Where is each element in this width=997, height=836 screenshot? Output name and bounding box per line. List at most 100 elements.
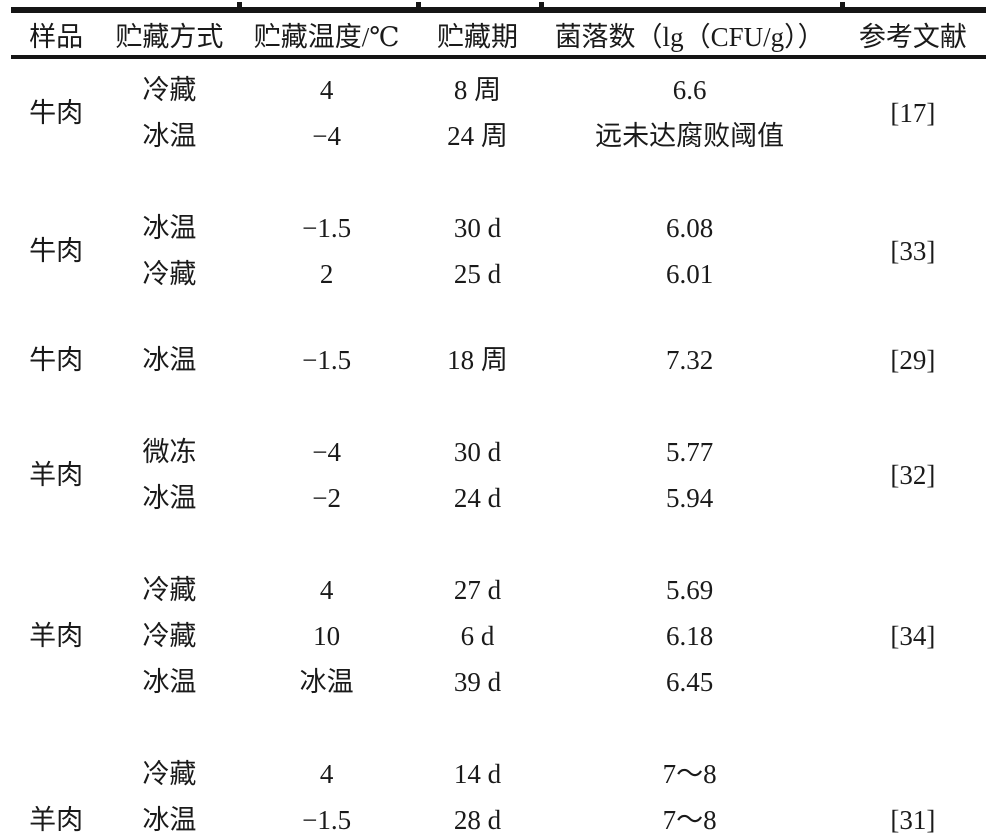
period-cell: 18 周 [447, 344, 508, 375]
temperature-cell: 2 [319, 258, 334, 289]
column-divider-tick [237, 2, 243, 7]
table-row: 冷藏 2 25 d 6.01 [11, 251, 986, 297]
period-cell: 14 d [453, 758, 502, 789]
temperature-cell: 10 [313, 620, 341, 651]
col-header-count: 菌落数（lg（CFU/g）） [539, 13, 840, 59]
temperature-cell: 4 [319, 74, 334, 105]
method-cell: 冰温 [142, 120, 197, 151]
period-cell: 25 d [453, 258, 502, 289]
group-spacer [11, 383, 986, 429]
reference-cell: [17] [890, 97, 936, 128]
count-cell: 5.94 [665, 482, 714, 513]
temperature-cell: −1.5 [302, 804, 352, 835]
table-header: 样品 贮藏方式 贮藏温度/℃ 贮藏期 菌落数（lg（CFU/g）） 参考文献 [11, 13, 986, 59]
col-header-period: 贮藏期 [415, 13, 540, 59]
period-cell: 30 d [453, 212, 502, 243]
sample-cell: 牛肉 [29, 235, 84, 266]
spacer-cell [11, 159, 986, 205]
temperature-cell: 冰温 [299, 666, 354, 697]
table-row: 冰温 −2 24 d 5.94 [11, 475, 986, 521]
count-cell: 5.69 [665, 574, 714, 605]
group-spacer [11, 57, 986, 67]
sample-cell: 羊肉 [29, 804, 84, 835]
col-header-reference: 参考文献 [839, 13, 986, 59]
table-row: 冷藏 10 6 d 6.18 [11, 613, 986, 659]
period-cell: 24 d [453, 482, 502, 513]
period-cell: 8 周 [453, 74, 502, 105]
table-row: 羊肉 冷藏 4 14 d 7～8 [31] [11, 751, 986, 834]
sample-cell: 羊肉 [29, 459, 84, 490]
method-cell: 冰温 [142, 344, 197, 375]
temperature-cell: −4 [312, 436, 342, 467]
period-cell: 27 d [453, 574, 502, 605]
table-row: 冰温 −1.5 28 d 7～8 [11, 797, 986, 836]
method-cell: 微冻 [142, 436, 197, 467]
col-header-temperature: 贮藏温度/℃ [237, 13, 416, 59]
count-cell: 6.6 [672, 74, 707, 105]
group-spacer [11, 521, 986, 567]
method-cell: 冷藏 [142, 620, 197, 651]
table-row: 牛肉 冷藏 4 8 周 6.6 [17] [11, 67, 986, 127]
table-row: 羊肉 微冻 −4 30 d 5.77 [32] [11, 429, 986, 489]
period-cell: 30 d [453, 436, 502, 467]
table-row: 羊肉 冷藏 4 27 d 5.69 [34] [11, 567, 986, 650]
period-cell: 39 d [453, 666, 502, 697]
storage-comparison-table: 样品 贮藏方式 贮藏温度/℃ 贮藏期 菌落数（lg（CFU/g）） 参考文献 牛… [11, 13, 986, 836]
temperature-cell: −2 [312, 482, 342, 513]
group-spacer [11, 705, 986, 751]
count-cell: 7～8 [662, 804, 717, 835]
table-top-rule [11, 2, 986, 13]
column-divider-tick [839, 2, 845, 7]
column-divider-tick [415, 2, 421, 7]
method-cell: 冷藏 [142, 574, 197, 605]
count-cell: 6.01 [665, 258, 714, 289]
table-row: 冰温 冰温 39 d 6.45 [11, 659, 986, 705]
group-spacer [11, 297, 986, 337]
reference-cell: [29] [890, 344, 936, 375]
table-row: 牛肉 冰温 −1.5 30 d 6.08 [33] [11, 205, 986, 265]
temperature-cell: 4 [319, 574, 334, 605]
spacer-cell [11, 383, 986, 429]
method-cell: 冷藏 [142, 758, 197, 789]
count-cell: 7.32 [665, 344, 714, 375]
table-row: 冰温 −4 24 周 远未达腐败阈值 [11, 113, 986, 159]
count-cell: 5.77 [665, 436, 714, 467]
method-cell: 冰温 [142, 482, 197, 513]
count-cell: 7～8 [662, 758, 717, 789]
method-cell: 冷藏 [142, 74, 197, 105]
col-header-method: 贮藏方式 [101, 13, 238, 59]
temperature-cell: −1.5 [302, 344, 352, 375]
spacer-cell [11, 521, 986, 567]
method-cell: 冰温 [142, 212, 197, 243]
sample-cell: 牛肉 [29, 97, 84, 128]
table-body: 牛肉 冷藏 4 8 周 6.6 [17] 冰温 −4 24 周远未达腐败阈值 牛肉 冰温 −1.5 30… [11, 57, 986, 836]
temperature-cell: 4 [319, 758, 334, 789]
header-row: 样品 贮藏方式 贮藏温度/℃ 贮藏期 菌落数（lg（CFU/g）） 参考文献 [11, 13, 986, 59]
col-header-sample: 样品 [11, 13, 102, 59]
method-cell: 冰温 [142, 666, 197, 697]
reference-cell: [32] [890, 459, 936, 490]
sample-cell: 牛肉 [29, 344, 84, 375]
spacer-cell [11, 705, 986, 751]
method-cell: 冰温 [142, 804, 197, 835]
column-divider-tick [539, 2, 545, 7]
count-cell: 6.08 [665, 212, 714, 243]
sample-cell: 羊肉 [29, 620, 84, 651]
temperature-cell: −1.5 [302, 212, 352, 243]
count-cell: 远未达腐败阈值 [595, 120, 785, 151]
table-row: 牛肉 冰温 −1.5 18 周 7.32 [29] [11, 337, 986, 383]
spacer-cell [11, 297, 986, 337]
count-cell: 6.18 [665, 620, 714, 651]
temperature-cell: −4 [312, 120, 342, 151]
reference-cell: [31] [890, 804, 936, 835]
reference-cell: [34] [890, 620, 936, 651]
spacer-cell [11, 57, 986, 67]
group-spacer [11, 159, 986, 205]
period-cell: 28 d [453, 804, 502, 835]
count-cell: 6.45 [665, 666, 714, 697]
method-cell: 冷藏 [142, 258, 197, 289]
period-cell: 6 d [460, 620, 495, 651]
period-cell: 24 周 [447, 120, 508, 151]
reference-cell: [33] [890, 235, 936, 266]
